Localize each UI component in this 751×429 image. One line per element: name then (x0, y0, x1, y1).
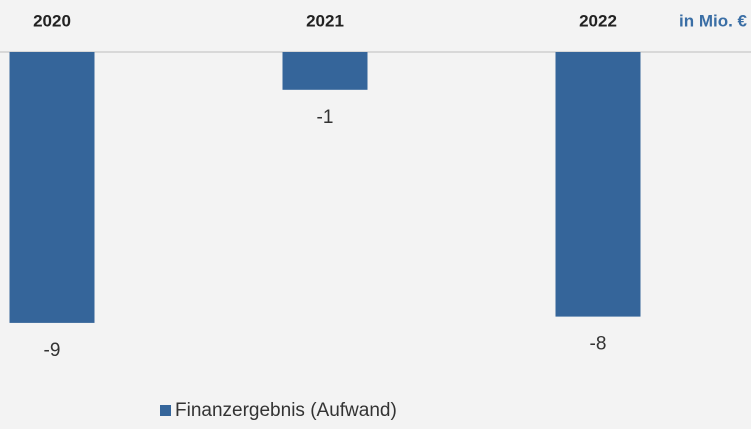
unit-label: in Mio. € (679, 11, 748, 30)
data-label: -9 (44, 340, 61, 361)
data-label: -8 (590, 334, 607, 355)
bar (9, 52, 95, 323)
category-label: 2022 (579, 11, 617, 30)
legend-label: Finanzergebnis (Aufwand) (175, 400, 397, 421)
category-label: 2020 (33, 11, 71, 30)
category-label: 2021 (306, 11, 344, 30)
bar (555, 52, 641, 317)
bar (282, 52, 368, 90)
legend-swatch (160, 405, 171, 416)
data-label: -1 (317, 107, 334, 128)
